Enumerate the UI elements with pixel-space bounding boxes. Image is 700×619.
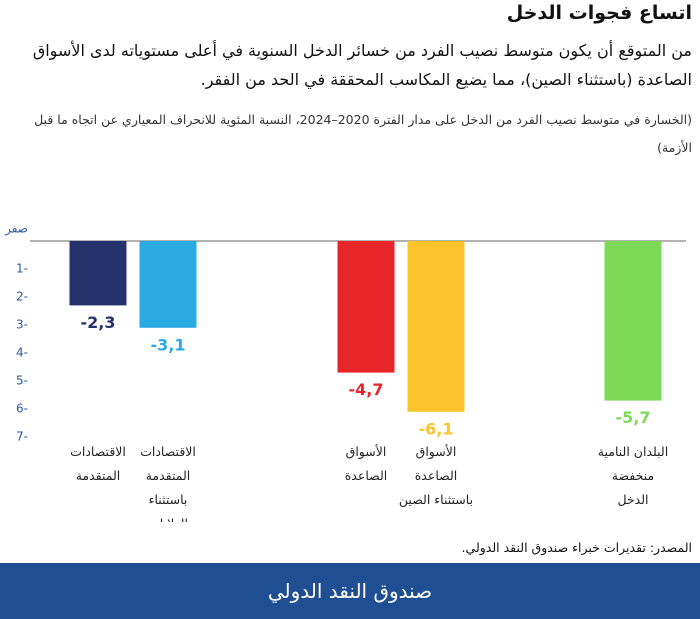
x-tick-label: الاقتصادات المتقدمة باستثناء الولايات ال…: [140, 444, 196, 522]
chart-title: اتساع فجوات الدخل: [506, 2, 692, 24]
x-tick-label: الأسواق الصاعدة باستثناء الصين: [398, 444, 474, 507]
y-tick-label: 1-: [16, 262, 28, 276]
chart-subtitle: من المتوقع أن يكون متوسط نصيب الفرد من خ…: [32, 41, 692, 89]
y-tick-label: 6-: [16, 402, 28, 416]
bar: [604, 241, 662, 401]
y-tick-label: 4-: [16, 346, 28, 360]
bar: [139, 241, 197, 328]
bar: [407, 241, 465, 412]
y-tick-label: 5-: [16, 374, 28, 388]
value-label: 6,1-: [419, 419, 454, 438]
footer: صندوق النقد الدولي: [0, 563, 700, 619]
y-tick-label: صفر: [4, 222, 28, 237]
value-label: 3,1-: [151, 335, 186, 354]
x-tick-label: الأسواق الصاعدة: [344, 444, 388, 483]
value-label: 5,7-: [616, 408, 651, 427]
value-label: 4,7-: [349, 380, 384, 399]
value-label: 2,3-: [81, 313, 116, 332]
bar: [69, 241, 127, 306]
x-tick-label: الاقتصادات المتقدمة: [70, 444, 126, 483]
y-tick-label: 3-: [16, 318, 28, 332]
y-tick-label: 7-: [16, 430, 28, 444]
chart: صفر 1- 2- 3- 4- 5- 6- 7- 2,3- 3,1- 4,7- 6,1- 5,7-: [4, 222, 686, 444]
chart-note: (الخسارة في متوسط نصيب الفرد من الدخل عل…: [34, 112, 692, 155]
source: المصدر: تقديرات خبراء صندوق النقد الدولي…: [461, 540, 692, 555]
y-tick-label: 2-: [16, 290, 28, 304]
bar: [337, 241, 395, 373]
x-tick-label: البلدان النامية منخفضة الدخل: [597, 444, 669, 507]
